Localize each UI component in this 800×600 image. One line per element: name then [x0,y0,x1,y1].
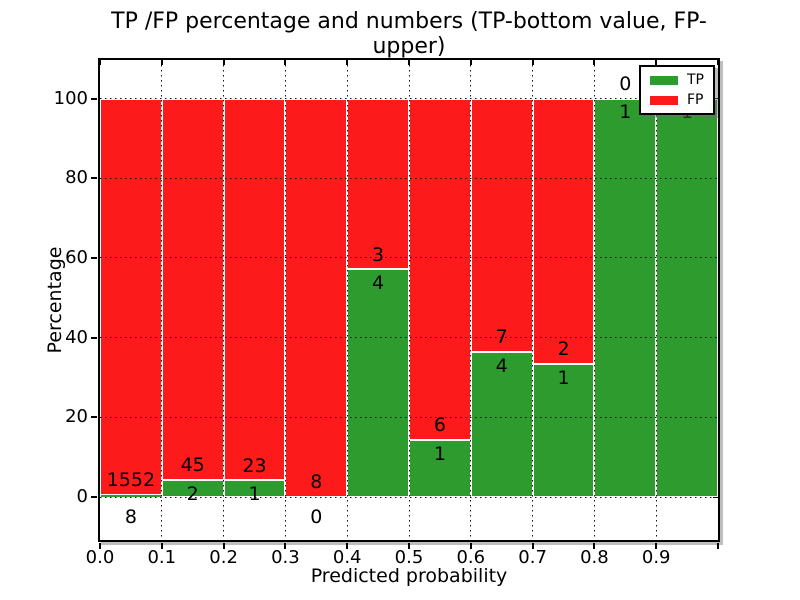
legend-item-fp: FP [650,92,704,108]
x-tick-label: 0.0 [85,547,115,568]
x-tick-mark [222,543,225,549]
fp-count-label: 2 [557,338,570,361]
fp-legend-swatch [650,95,678,105]
tp-bar-segment [347,269,409,497]
x-tick-label: 0.7 [518,547,547,568]
x-gridline [470,60,472,540]
chart-title-line1: TP /FP percentage and numbers (TP-bottom… [111,9,707,59]
fp-count-label: 1552 [106,469,156,492]
fp-count-label: 3 [372,243,385,266]
fp-count-label: 45 [180,454,205,477]
x-gridline [532,60,534,540]
x-gridline [408,60,410,540]
x-tick-mark [160,543,163,549]
x-gridline [284,60,286,540]
tp-count-label: 0 [310,505,323,528]
tp-bar-segment [470,352,533,497]
y-tick-mark [91,496,97,498]
y-tick-mark [91,336,97,339]
y-tick-mark [91,177,97,180]
legend: TP FP [639,65,715,115]
x-tick-label: 0.2 [209,547,238,568]
fp-count-label: 7 [495,326,508,349]
tp-count-label: 1 [248,483,261,506]
fp-bar-segment [470,98,533,353]
fp-count-label: 6 [433,414,446,437]
y-tick-label: 100 [53,87,88,109]
x-tick-mark [655,543,658,549]
tp-count-label: 4 [495,355,508,378]
x-gridline [593,60,595,540]
x-tick-label: 0.6 [456,547,486,568]
x-gridline [223,60,225,540]
x-gridline [655,60,657,540]
y-tick-label: 80 [65,167,88,189]
fp-bar-segment [409,98,471,441]
x-tick-mark [531,543,534,549]
tp-count-label: 2 [186,482,199,505]
plot-area: TP FP 0 20 40 60 80 100 0.0 0.1 0.2 0.3 0.4 0.5 0.6 0… [54,58,720,568]
legend-label-tp: TP [687,72,704,88]
fp-bar-segment [532,98,595,365]
x-tick-label: 0.8 [580,547,609,568]
legend-label-fp: FP [687,92,704,108]
x-tick-mark [346,543,349,549]
x-tick-label: 0.4 [332,547,362,568]
tp-bar-segment [656,98,718,497]
fp-count-label: 0 [619,72,632,95]
x-tick-label: 0.1 [147,547,177,568]
y-tick-label: 40 [65,326,88,348]
y-tick-mark [91,256,97,259]
y-tick-mark [91,416,97,419]
x-axis-label: Predicted probability [310,565,508,587]
legend-item-tp: TP [650,72,704,88]
fp-bar-segment [285,98,348,497]
x-tick-label: 0.3 [271,547,300,568]
x-tick-mark-top [717,60,719,65]
fp-count-label: 23 [242,454,267,477]
x-gridline [161,60,163,540]
x-tick-mark [408,543,410,549]
tp-count-label: 1 [433,443,446,465]
fp-bar-segment [347,98,409,270]
tp-bar-segment [409,440,471,497]
x-tick-label: 0.5 [394,547,424,568]
fp-count-label: 8 [310,471,323,494]
x-tick-mark [469,543,472,549]
fp-bar-segment [161,98,224,481]
x-tick-mark [593,543,596,549]
x-tick-mark [284,543,287,549]
tp-count-label: 1 [619,101,632,124]
tp-bar-segment [594,98,657,497]
x-tick-mark [717,543,719,549]
tp-count-label: 1 [557,367,570,390]
tp-count-label: 4 [372,272,385,295]
x-tick-mark-top [99,60,101,65]
y-tick-label: 0 [76,486,88,507]
y-tick-label: 20 [65,406,88,428]
fp-bar-segment [223,98,286,481]
tp-count-label: 8 [124,505,137,528]
fp-bar-segment [100,98,162,495]
x-tick-mark [99,543,101,549]
tp-legend-swatch [650,75,678,85]
x-tick-label: 0.9 [641,547,671,568]
y-tick-label: 60 [65,246,88,268]
x-gridline [346,60,348,540]
y-tick-mark [91,97,97,100]
